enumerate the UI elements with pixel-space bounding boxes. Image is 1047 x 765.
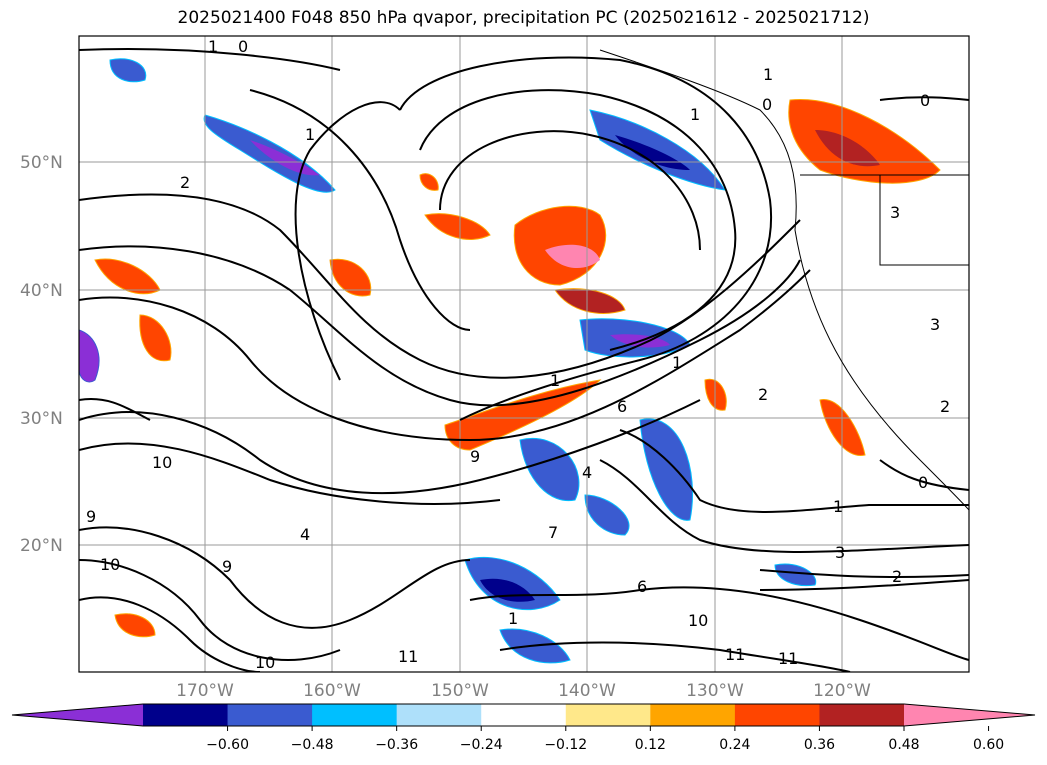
negative-anomaly-shading bbox=[79, 58, 817, 664]
graticule bbox=[79, 36, 969, 672]
lon-label: 120°W bbox=[813, 681, 871, 701]
contour-label-group: 1 0 1 2 1 1 0 0 3 1 1 2 10 9 9 1 10 9 4 … bbox=[86, 37, 950, 672]
contour-label: 0 bbox=[920, 91, 930, 110]
lon-label: 140°W bbox=[558, 681, 616, 701]
contour-label: 4 bbox=[300, 525, 310, 544]
contour-label: 11 bbox=[398, 647, 418, 666]
longitude-labels: 170°W 160°W 150°W 140°W 130°W 120°W bbox=[176, 681, 871, 701]
contour-label: 1 bbox=[550, 371, 560, 390]
lon-label: 160°W bbox=[303, 681, 361, 701]
contour-label: 10 bbox=[100, 555, 120, 574]
map-title: 2025021400 F048 850 hPa qvapor, precipit… bbox=[177, 8, 870, 28]
colorbar-extend-min bbox=[12, 704, 143, 726]
contour-label: 0 bbox=[238, 37, 248, 56]
contour-label: 2 bbox=[180, 173, 190, 192]
colorbar-tick-label: −0.48 bbox=[291, 737, 334, 753]
lat-label: 50°N bbox=[20, 153, 63, 173]
colorbar-tick-label: −0.60 bbox=[206, 737, 249, 753]
contour-label: 1 bbox=[508, 609, 518, 628]
coastline bbox=[599, 49, 969, 511]
contour-label: 4 bbox=[582, 463, 592, 482]
lon-label: 130°W bbox=[686, 681, 744, 701]
map-frame bbox=[78, 35, 970, 673]
contour-label: 9 bbox=[470, 447, 480, 466]
contour-label: 3 bbox=[930, 315, 940, 334]
contour-label: 1 bbox=[690, 105, 700, 124]
colorbar-swatch bbox=[312, 704, 398, 726]
contour-label: 1 bbox=[763, 65, 773, 84]
lat-label: 40°N bbox=[20, 281, 63, 301]
colorbar-outline bbox=[11, 703, 1036, 727]
contour-label: 3 bbox=[890, 203, 900, 222]
contour-label: 9 bbox=[222, 557, 232, 576]
contour-label: 0 bbox=[918, 473, 928, 492]
contour-label: 2 bbox=[758, 385, 768, 404]
lat-label: 30°N bbox=[20, 409, 63, 429]
colorbar-swatch bbox=[734, 704, 820, 726]
colorbar-tick-label: 0.60 bbox=[973, 737, 1004, 753]
colorbar: −0.60 −0.48 −0.36 −0.24 −0.12 0.12 0.24 0.36 0.4… bbox=[11, 703, 1036, 753]
colorbar-swatch bbox=[396, 704, 482, 726]
colorbar-swatch bbox=[819, 704, 905, 726]
contour-label: 10 bbox=[152, 453, 172, 472]
lat-label: 20°N bbox=[20, 536, 63, 556]
contour-label: 7 bbox=[548, 523, 558, 542]
contour-label: 1 bbox=[672, 353, 682, 372]
contour-label: 11 bbox=[725, 645, 745, 664]
contour-label: 0 bbox=[762, 95, 772, 114]
contour-label: 1 bbox=[208, 37, 218, 56]
contour-label: 9 bbox=[86, 507, 96, 526]
contour-label: 2 bbox=[940, 397, 950, 416]
colorbar-swatch bbox=[650, 704, 736, 726]
contour-label: 1 bbox=[833, 497, 843, 516]
qvapor-contours bbox=[79, 48, 969, 672]
contour-label: 2 bbox=[892, 567, 902, 586]
lon-label: 150°W bbox=[431, 681, 489, 701]
colorbar-swatch bbox=[565, 704, 651, 726]
colorbar-swatch bbox=[143, 704, 229, 726]
colorbar-tick-label: 0.36 bbox=[804, 737, 835, 753]
colorbar-tick-label: 0.12 bbox=[635, 737, 666, 753]
contour-label: 10 bbox=[255, 653, 275, 672]
contour-label: 6 bbox=[637, 577, 647, 596]
colorbar-extend-max bbox=[904, 704, 1035, 726]
colorbar-swatch bbox=[481, 704, 567, 726]
lon-label: 170°W bbox=[176, 681, 234, 701]
colorbar-swatch bbox=[227, 704, 313, 726]
map-field: 1 0 1 2 1 1 0 0 3 1 1 2 10 9 9 1 10 9 4 … bbox=[79, 36, 969, 672]
colorbar-tick-label: −0.24 bbox=[460, 737, 503, 753]
contour-label: 1 bbox=[305, 125, 315, 144]
contour-label: 3 bbox=[835, 543, 845, 562]
contour-label: 11 bbox=[778, 649, 798, 668]
contour-label: 6 bbox=[617, 397, 627, 416]
colorbar-tick-label: 0.24 bbox=[719, 737, 750, 753]
colorbar-tick-label: 0.48 bbox=[888, 737, 919, 753]
contour-label: 10 bbox=[688, 611, 708, 630]
colorbar-tick-label: −0.12 bbox=[544, 737, 587, 753]
latitude-labels: 50°N 40°N 30°N 20°N bbox=[20, 153, 63, 556]
colorbar-tick-label: −0.36 bbox=[375, 737, 418, 753]
